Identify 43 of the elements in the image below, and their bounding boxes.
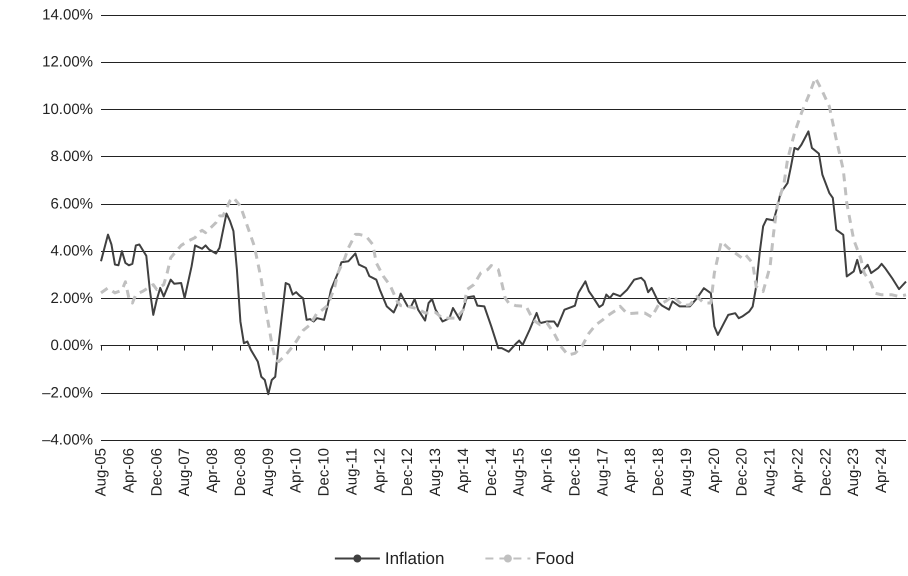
x-tick-label: Aug-15 [510, 448, 528, 496]
y-tick-label: 10.00% [42, 100, 93, 118]
y-tick-label: 8.00% [50, 148, 93, 166]
x-tick-label: Aug-19 [678, 448, 695, 496]
x-tick-label: Dec-06 [148, 448, 166, 496]
x-tick-label: Apr-20 [706, 448, 723, 494]
y-tick-label: 12.00% [42, 54, 93, 71]
x-tick-label: Dec-10 [316, 448, 333, 496]
x-tick-label: Dec-18 [650, 448, 668, 496]
x-tick-label: Apr-08 [204, 448, 222, 494]
x-tick-label: Aug-13 [427, 448, 444, 496]
x-tick-label: Aug-09 [260, 448, 277, 496]
x-tick-label: Apr-16 [538, 448, 556, 494]
x-tick-label: Apr-06 [120, 448, 138, 494]
x-tick-label: Apr-18 [622, 448, 640, 494]
line-series [100, 76, 908, 364]
x-tick-label: Aug-07 [176, 448, 194, 496]
x-tick-label: Apr-10 [288, 448, 305, 494]
x-tick-label: Dec-14 [482, 448, 500, 496]
y-tick-label: 4.00% [50, 242, 93, 260]
x-tick-label: Dec-16 [566, 448, 584, 496]
line-series [100, 130, 907, 396]
x-tick-label: Aug-11 [343, 448, 360, 496]
y-tick-label: 6.00% [50, 195, 93, 212]
x-tick-label: Aug-23 [845, 448, 862, 496]
x-tick-label: Apr-24 [873, 448, 890, 494]
x-tick-label: Dec-08 [232, 448, 249, 496]
x-tick-label: Aug-17 [594, 448, 612, 496]
legend-label: Food [535, 549, 574, 568]
legend-label: Inflation [384, 549, 444, 568]
x-tick-label: Apr-14 [454, 448, 472, 494]
y-tick-label: 2.00% [50, 290, 93, 307]
x-tick-label: Aug-05 [92, 448, 110, 496]
x-tick-label: Aug-21 [762, 448, 779, 496]
x-tick-label: Dec-22 [817, 448, 834, 496]
y-tick-label: 0.00% [50, 337, 93, 354]
x-tick-label: Dec-12 [399, 448, 416, 496]
x-tick-label: Apr-12 [371, 448, 388, 494]
y-tick-label: –4.00% [42, 432, 93, 448]
y-tick-label: –2.00% [42, 384, 93, 402]
y-tick-label: 14.00% [42, 6, 93, 24]
x-tick-label: Apr-22 [789, 448, 806, 494]
x-tick-label: Dec-20 [734, 448, 751, 496]
